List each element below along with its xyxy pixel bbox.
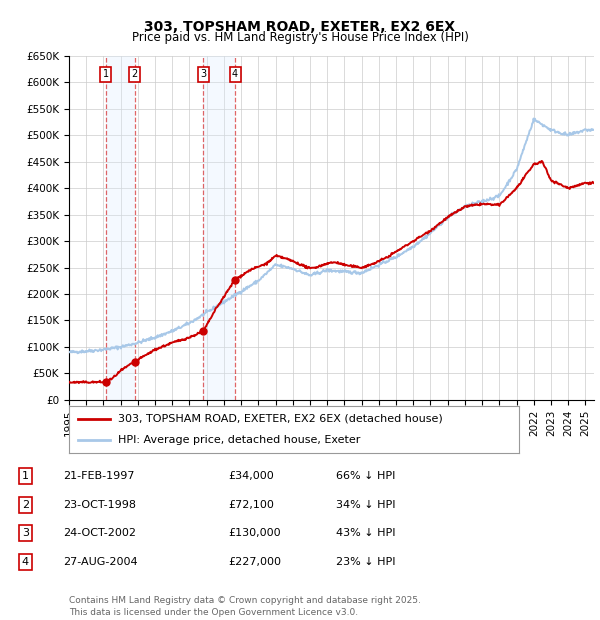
Text: HPI: Average price, detached house, Exeter: HPI: Average price, detached house, Exet… [119, 435, 361, 445]
Bar [203, 56, 235, 400]
Text: 23-OCT-1998: 23-OCT-1998 [63, 500, 136, 510]
Text: 4: 4 [22, 557, 29, 567]
Text: 2: 2 [131, 69, 138, 79]
Text: 1: 1 [103, 69, 109, 79]
Text: 66% ↓ HPI: 66% ↓ HPI [336, 471, 395, 481]
Text: £34,000: £34,000 [228, 471, 274, 481]
Text: 3: 3 [22, 528, 29, 538]
Text: 303, TOPSHAM ROAD, EXETER, EX2 6EX: 303, TOPSHAM ROAD, EXETER, EX2 6EX [145, 20, 455, 34]
Text: £72,100: £72,100 [228, 500, 274, 510]
Text: Contains HM Land Registry data © Crown copyright and database right 2025.
This d: Contains HM Land Registry data © Crown c… [69, 596, 421, 618]
Text: Price paid vs. HM Land Registry's House Price Index (HPI): Price paid vs. HM Land Registry's House … [131, 31, 469, 44]
Text: 3: 3 [200, 69, 206, 79]
Text: 43% ↓ HPI: 43% ↓ HPI [336, 528, 395, 538]
Bar [106, 56, 134, 400]
Text: 23% ↓ HPI: 23% ↓ HPI [336, 557, 395, 567]
Text: 303, TOPSHAM ROAD, EXETER, EX2 6EX (detached house): 303, TOPSHAM ROAD, EXETER, EX2 6EX (deta… [119, 414, 443, 423]
Text: 2: 2 [22, 500, 29, 510]
Text: 34% ↓ HPI: 34% ↓ HPI [336, 500, 395, 510]
Text: 1: 1 [22, 471, 29, 481]
Text: 24-OCT-2002: 24-OCT-2002 [63, 528, 136, 538]
Text: £130,000: £130,000 [228, 528, 281, 538]
Text: 21-FEB-1997: 21-FEB-1997 [63, 471, 134, 481]
Text: 27-AUG-2004: 27-AUG-2004 [63, 557, 137, 567]
Text: £227,000: £227,000 [228, 557, 281, 567]
Text: 4: 4 [232, 69, 238, 79]
